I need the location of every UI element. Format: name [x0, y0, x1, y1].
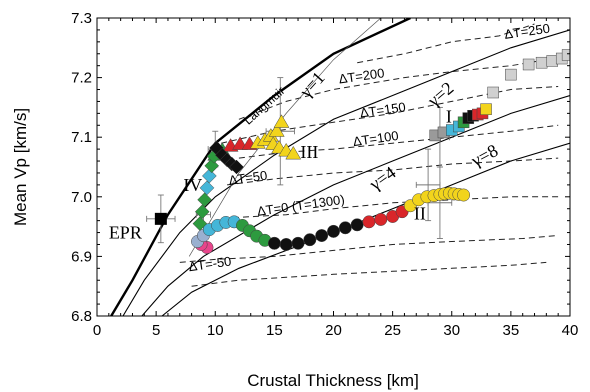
isotherm-label: ΔT=100 — [352, 128, 400, 149]
gamma-curve — [161, 142, 570, 316]
isotherm-line — [191, 261, 547, 287]
data-point — [338, 221, 352, 235]
data-point — [327, 224, 340, 238]
isotherm-line — [238, 59, 547, 120]
gamma-label: γ=4 — [365, 162, 399, 195]
data-point — [303, 233, 317, 247]
x-tick-label: 5 — [152, 322, 160, 339]
trajectory-label: I — [446, 106, 452, 126]
data-point — [505, 68, 517, 81]
trajectory-label: IV — [183, 175, 202, 195]
isotherm-label: ΔT=0 (T=1300) — [256, 192, 345, 219]
isotherm-label: ΔT=250 — [503, 21, 551, 42]
y-axis-title: Mean Vp [km/s] — [11, 108, 30, 226]
axis-layer: 0 5 10 15 20 25 30 35 40 6.8 6.9 7.0 7.1 7.2 7.3 — [71, 10, 578, 339]
data-point — [480, 103, 492, 115]
data-point — [362, 215, 376, 229]
x-tick-label: 25 — [384, 322, 401, 339]
x-tick-label: 40 — [562, 322, 579, 339]
isotherm-label: ΔT=200 — [338, 65, 386, 86]
gamma-label: γ=1 — [295, 68, 329, 102]
y-tick-label: 7.3 — [71, 10, 92, 27]
y-tick-label: 7.0 — [71, 189, 92, 206]
gamma-curve-layer — [110, 18, 570, 316]
x-tick-label: 30 — [443, 322, 460, 339]
data-point — [199, 180, 215, 196]
data-point — [350, 218, 364, 232]
isotherm-line — [179, 235, 559, 263]
y-tick-label: 7.1 — [71, 129, 92, 146]
data-point — [285, 145, 302, 160]
marker-layer — [154, 49, 570, 254]
data-point — [194, 204, 210, 220]
isotherm-line — [238, 124, 559, 159]
data-point — [487, 86, 499, 99]
error-bar-layer — [146, 77, 453, 244]
data-point — [197, 192, 212, 208]
trajectory-label: III — [300, 142, 318, 162]
x-tick-label: 15 — [266, 322, 283, 339]
gamma-label: γ=8 — [467, 140, 501, 171]
x-tick-label: 20 — [325, 322, 342, 339]
data-point — [561, 49, 570, 61]
data-point — [268, 123, 285, 137]
plot-frame — [96, 17, 571, 317]
gamma-curve — [110, 18, 411, 316]
gamma-curve — [122, 29, 570, 316]
data-point — [229, 159, 244, 175]
data-point — [457, 188, 471, 202]
annotation-layer: ΔT=250 ΔT=200 ΔT=150 ΔT=100 ΔT=50 ΔT=0 (T=130… — [109, 21, 551, 275]
data-point — [315, 229, 329, 242]
epr-label: EPR — [109, 223, 142, 243]
x-axis-title: Crustal Thickness [km] — [247, 371, 419, 390]
data-point — [192, 216, 208, 231]
isotherm-line — [357, 23, 535, 64]
trajectory-label: II — [414, 203, 426, 223]
data-point — [267, 236, 281, 250]
x-tick-label: 0 — [93, 322, 101, 339]
isotherm-layer — [179, 23, 559, 287]
isotherm-line — [232, 196, 559, 219]
data-point — [535, 56, 548, 69]
isotherm-label: ΔT=50 — [228, 168, 268, 188]
data-point — [291, 236, 305, 250]
y-tick-label: 6.9 — [71, 248, 92, 265]
isotherm-label: ΔT=150 — [359, 99, 407, 120]
y-tick-label: 6.8 — [71, 308, 92, 325]
x-tick-label: 10 — [207, 322, 224, 339]
data-point — [279, 238, 293, 251]
epr-point — [154, 212, 167, 225]
isotherm-label: ΔT=-50 — [188, 253, 233, 274]
x-tick-label: 35 — [503, 322, 520, 339]
data-point — [201, 168, 217, 184]
data-point — [273, 114, 290, 128]
data-point — [522, 58, 535, 71]
langmuir-curve — [188, 18, 382, 257]
data-point — [374, 212, 388, 226]
gamma-curve — [141, 94, 570, 316]
y-tick-label: 7.2 — [71, 70, 92, 87]
